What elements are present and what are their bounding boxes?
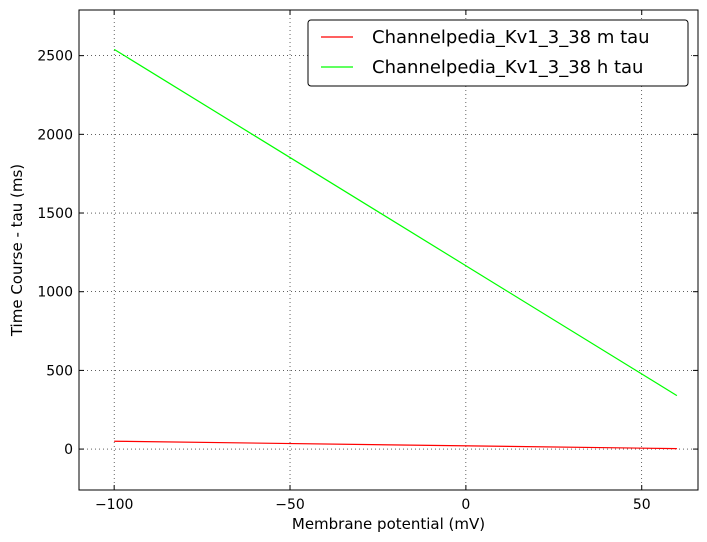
y-tick-label: 0: [64, 442, 73, 458]
y-tick-label: 500: [46, 363, 73, 379]
legend-label: Channelpedia_Kv1_3_38 m tau: [372, 27, 650, 48]
plot-frame: [78, 9, 699, 491]
x-axis-label: Membrane potential (mV): [292, 515, 485, 533]
series-line-h-tau: [113, 48, 678, 397]
y-tick-label: 2500: [37, 49, 73, 65]
y-tick-label: 1000: [37, 285, 73, 301]
series-lines: [113, 48, 678, 450]
legend-label: Channelpedia_Kv1_3_38 h tau: [372, 57, 643, 78]
x-tick-label: −100: [95, 497, 133, 513]
x-tick-label: −50: [275, 497, 305, 513]
legend: Channelpedia_Kv1_3_38 m tau Channelpedia_…: [307, 19, 689, 87]
y-axis-label: Time Course - tau (ms): [8, 164, 26, 337]
x-tick-label: 0: [461, 497, 470, 513]
series-line-m-tau: [114, 440, 677, 450]
x-tick-label: 50: [633, 497, 651, 513]
legend-box: [307, 19, 689, 87]
y-tick-label: 1500: [37, 206, 73, 222]
grid-lines: [79, 10, 698, 490]
y-tick-label: 2000: [37, 127, 73, 143]
